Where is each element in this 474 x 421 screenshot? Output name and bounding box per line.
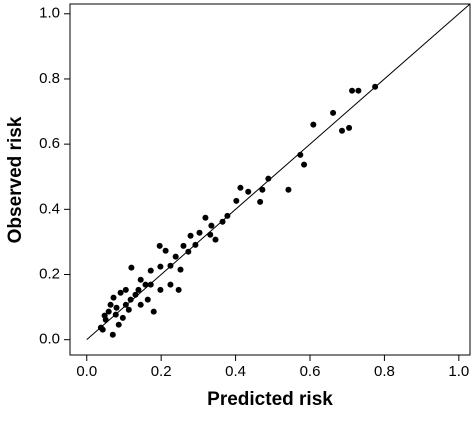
x-tick-label: 0.2 [151,363,172,380]
y-tick-label: 0.8 [39,70,60,87]
point [157,263,164,270]
point [122,301,129,308]
point [265,175,272,182]
point [101,312,108,319]
point [185,248,192,255]
point [233,197,240,204]
point [105,308,112,315]
point [237,184,244,191]
point [245,188,252,195]
point [167,281,174,288]
point [301,161,308,168]
point [144,296,151,303]
point [157,286,164,293]
point [156,242,163,249]
point [310,121,317,128]
point [147,267,154,274]
point [162,247,169,254]
point [125,306,132,313]
point [115,321,122,328]
point [372,83,379,90]
point [137,276,144,283]
y-tick-label: 0.2 [39,265,60,282]
point [208,222,215,229]
point [346,124,353,131]
point [180,242,187,249]
point [122,286,129,293]
x-tick-label: 0.8 [374,363,395,380]
point [137,301,144,308]
x-tick-label: 1.0 [448,363,469,380]
y-axis-title: Observed risk [5,116,26,243]
point [112,311,119,318]
point [355,87,362,94]
x-axis-title: Predicted risk [207,389,333,410]
point [110,294,117,301]
point [202,214,209,221]
point [109,331,116,338]
point [257,198,264,205]
point [172,253,179,260]
x-tick-label: 0.6 [300,363,321,380]
point [132,291,139,298]
point [99,326,106,333]
point [117,289,124,296]
point [107,301,114,308]
plot-frame [69,3,471,356]
point [285,186,292,193]
point [212,236,219,243]
point [142,281,149,288]
point [207,231,214,238]
reference-line [86,3,471,341]
y-tick-label: 0.0 [39,331,60,348]
point [224,212,231,219]
point [349,87,356,94]
point [150,308,157,315]
x-tick-label: 0.0 [76,363,97,380]
point [147,281,154,288]
y-tick-label: 0.6 [39,135,60,152]
point [196,229,203,236]
point [192,241,199,248]
point [297,151,304,158]
point [128,264,135,271]
y-tick-label: 1.0 [39,5,60,22]
point [177,266,184,273]
point [119,314,126,321]
x-tick-label: 0.4 [225,363,246,380]
point [339,127,345,134]
point [167,262,174,269]
point [219,218,226,225]
point [127,296,134,303]
point [187,232,194,239]
y-tick-label: 0.4 [39,200,60,217]
point [259,186,266,193]
point [113,304,120,311]
point [175,286,182,293]
point [330,109,337,116]
point [135,286,142,293]
